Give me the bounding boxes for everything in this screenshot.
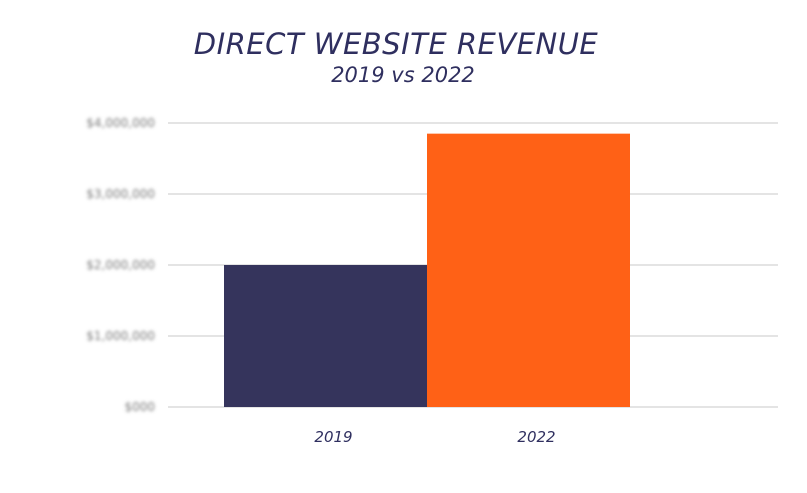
y-tick-label: $3,000,000	[86, 187, 155, 201]
y-tick-label: $1,000,000	[86, 329, 155, 343]
x-tick-label: 2022	[517, 428, 555, 446]
bars	[224, 133, 630, 407]
bar-2022	[427, 133, 630, 407]
chart-subtitle: 2019 vs 2022	[331, 63, 475, 87]
y-tick-label: $4,000,000	[86, 116, 155, 130]
y-tick-label: $000	[124, 400, 155, 414]
y-axis-tick-labels: $000 $1,000,000 $2,000,000 $3,000,000 $4,000…	[86, 116, 155, 414]
x-axis-tick-labels: 2019 2022	[314, 428, 555, 446]
x-tick-label: 2019	[314, 428, 352, 446]
bar-2019	[224, 265, 427, 407]
chart-title: DIRECT WEBSITE REVENUE	[194, 27, 599, 61]
y-tick-label: $2,000,000	[86, 258, 155, 272]
